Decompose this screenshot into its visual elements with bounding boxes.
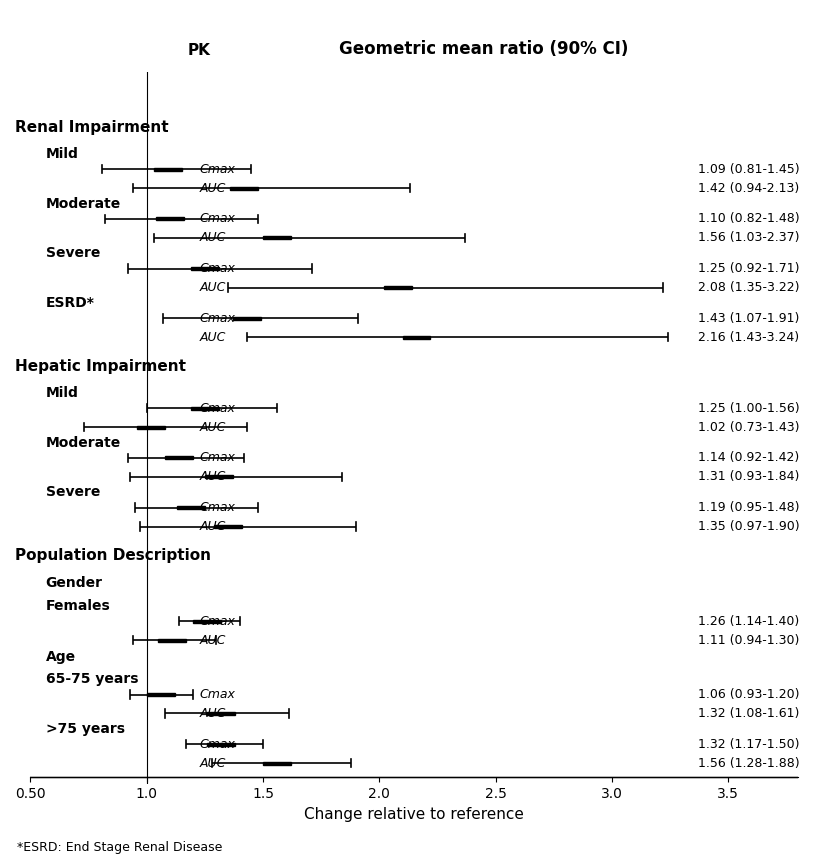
Text: ESRD*: ESRD* bbox=[46, 296, 95, 310]
Text: AUC: AUC bbox=[199, 707, 225, 720]
Text: 1.26 (1.14-1.40): 1.26 (1.14-1.40) bbox=[698, 614, 799, 627]
Text: AUC: AUC bbox=[199, 757, 225, 770]
Text: 1.14 (0.92-1.42): 1.14 (0.92-1.42) bbox=[698, 451, 799, 464]
Text: Hepatic Impairment: Hepatic Impairment bbox=[15, 358, 186, 374]
Text: 1.42 (0.94-2.13): 1.42 (0.94-2.13) bbox=[698, 181, 799, 195]
Text: Geometric mean ratio (90% CI): Geometric mean ratio (90% CI) bbox=[339, 40, 629, 58]
Text: AUC: AUC bbox=[199, 331, 225, 343]
Text: 1.43 (1.07-1.91): 1.43 (1.07-1.91) bbox=[698, 312, 799, 324]
Text: Mild: Mild bbox=[46, 386, 79, 400]
Text: AUC: AUC bbox=[199, 231, 225, 244]
Bar bbox=[402, 336, 430, 338]
Text: Cmax: Cmax bbox=[199, 501, 235, 514]
Bar bbox=[177, 507, 204, 509]
Bar bbox=[154, 167, 181, 171]
Bar bbox=[263, 762, 291, 765]
Bar bbox=[137, 425, 165, 429]
Text: AUC: AUC bbox=[199, 520, 225, 533]
Text: AUC: AUC bbox=[199, 470, 225, 483]
Bar bbox=[158, 639, 186, 641]
Text: Cmax: Cmax bbox=[199, 212, 235, 225]
Text: Cmax: Cmax bbox=[199, 262, 235, 275]
Bar bbox=[191, 406, 219, 410]
Text: 1.25 (0.92-1.71): 1.25 (0.92-1.71) bbox=[698, 262, 799, 275]
Text: Severe: Severe bbox=[46, 246, 100, 261]
Text: Severe: Severe bbox=[46, 485, 100, 499]
Text: 1.10 (0.82-1.48): 1.10 (0.82-1.48) bbox=[698, 212, 800, 225]
Text: 1.35 (0.97-1.90): 1.35 (0.97-1.90) bbox=[698, 520, 800, 533]
Bar bbox=[230, 186, 258, 190]
Text: Cmax: Cmax bbox=[199, 614, 235, 627]
Text: AUC: AUC bbox=[199, 281, 225, 294]
Text: Moderate: Moderate bbox=[46, 436, 121, 450]
Text: 1.31 (0.93-1.84): 1.31 (0.93-1.84) bbox=[698, 470, 799, 483]
Text: 1.19 (0.95-1.48): 1.19 (0.95-1.48) bbox=[698, 501, 799, 514]
Text: 65-75 years: 65-75 years bbox=[46, 672, 138, 686]
Text: 1.56 (1.03-2.37): 1.56 (1.03-2.37) bbox=[698, 231, 799, 244]
Bar bbox=[165, 457, 193, 459]
Text: Population Description: Population Description bbox=[15, 548, 211, 563]
Text: 2.08 (1.35-3.22): 2.08 (1.35-3.22) bbox=[698, 281, 799, 294]
Text: 1.56 (1.28-1.88): 1.56 (1.28-1.88) bbox=[698, 757, 800, 770]
Bar bbox=[207, 712, 235, 715]
Text: 1.32 (1.08-1.61): 1.32 (1.08-1.61) bbox=[698, 707, 799, 720]
Text: >75 years: >75 years bbox=[46, 721, 125, 736]
Bar bbox=[204, 476, 233, 478]
Bar bbox=[214, 525, 242, 528]
Text: Cmax: Cmax bbox=[199, 738, 235, 751]
Text: Cmax: Cmax bbox=[199, 688, 235, 701]
Text: Cmax: Cmax bbox=[199, 451, 235, 464]
X-axis label: Change relative to reference: Change relative to reference bbox=[304, 807, 524, 822]
Text: 1.02 (0.73-1.43): 1.02 (0.73-1.43) bbox=[698, 420, 799, 433]
Bar bbox=[384, 287, 412, 289]
Text: AUC: AUC bbox=[199, 181, 225, 195]
Text: 1.09 (0.81-1.45): 1.09 (0.81-1.45) bbox=[698, 163, 800, 176]
Text: 1.06 (0.93-1.20): 1.06 (0.93-1.20) bbox=[698, 688, 799, 701]
Bar bbox=[146, 693, 175, 696]
Text: AUC: AUC bbox=[199, 633, 225, 646]
Text: Cmax: Cmax bbox=[199, 401, 235, 415]
Text: Cmax: Cmax bbox=[199, 163, 235, 176]
Text: PK: PK bbox=[188, 43, 211, 58]
Bar bbox=[207, 743, 235, 746]
Text: *ESRD: End Stage Renal Disease: *ESRD: End Stage Renal Disease bbox=[17, 841, 222, 854]
Text: AUC: AUC bbox=[199, 420, 225, 433]
Text: 2.16 (1.43-3.24): 2.16 (1.43-3.24) bbox=[698, 331, 799, 343]
Bar bbox=[191, 268, 219, 270]
Text: 1.25 (1.00-1.56): 1.25 (1.00-1.56) bbox=[698, 401, 800, 415]
Text: Mild: Mild bbox=[46, 147, 79, 161]
Text: Renal Impairment: Renal Impairment bbox=[15, 119, 169, 135]
Text: Age: Age bbox=[46, 650, 76, 664]
Text: Females: Females bbox=[46, 599, 111, 613]
Text: 1.11 (0.94-1.30): 1.11 (0.94-1.30) bbox=[698, 633, 799, 646]
Text: Gender: Gender bbox=[46, 576, 103, 590]
Text: 1.32 (1.17-1.50): 1.32 (1.17-1.50) bbox=[698, 738, 799, 751]
Bar bbox=[156, 217, 184, 220]
Bar bbox=[193, 620, 221, 622]
Bar bbox=[263, 236, 291, 239]
Text: Moderate: Moderate bbox=[46, 197, 121, 211]
Bar bbox=[233, 317, 261, 319]
Text: Cmax: Cmax bbox=[199, 312, 235, 324]
